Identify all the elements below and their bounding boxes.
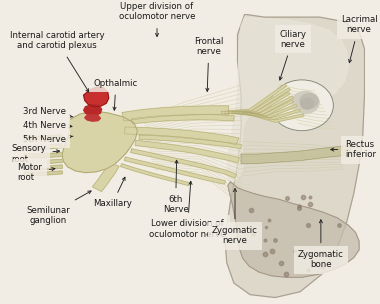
Text: Semilunar
ganglion: Semilunar ganglion: [26, 191, 91, 225]
Polygon shape: [25, 153, 62, 158]
Text: 5th Nerve: 5th Nerve: [23, 135, 73, 143]
Polygon shape: [124, 157, 226, 184]
Circle shape: [300, 94, 318, 108]
Circle shape: [271, 80, 333, 131]
Circle shape: [301, 99, 314, 109]
Polygon shape: [221, 84, 287, 114]
Polygon shape: [228, 92, 290, 114]
Text: Internal carotid artery
and carotid plexus: Internal carotid artery and carotid plex…: [10, 31, 104, 92]
Polygon shape: [25, 171, 62, 175]
Polygon shape: [92, 163, 119, 192]
Text: Maxillary: Maxillary: [93, 177, 132, 208]
Polygon shape: [227, 17, 348, 182]
Text: Zygomatic
bone: Zygomatic bone: [298, 220, 344, 269]
Text: Opthalmic: Opthalmic: [94, 79, 138, 110]
Polygon shape: [120, 164, 190, 185]
Polygon shape: [236, 100, 294, 116]
Text: 6th
Nerve: 6th Nerve: [163, 160, 188, 214]
Polygon shape: [85, 115, 100, 121]
Polygon shape: [131, 149, 237, 178]
Polygon shape: [131, 115, 234, 124]
Text: Motor
root: Motor root: [17, 163, 55, 182]
Polygon shape: [122, 106, 228, 121]
Circle shape: [292, 92, 319, 113]
Polygon shape: [25, 159, 62, 164]
Polygon shape: [232, 96, 294, 115]
Polygon shape: [84, 87, 109, 107]
Text: Sensory
root: Sensory root: [11, 144, 60, 164]
Text: Zygomatic
nerve: Zygomatic nerve: [212, 188, 258, 245]
Polygon shape: [241, 146, 351, 163]
Polygon shape: [25, 165, 62, 170]
Polygon shape: [139, 135, 242, 149]
Text: Lacrimal
nerve: Lacrimal nerve: [341, 15, 377, 63]
Polygon shape: [62, 111, 137, 173]
Polygon shape: [246, 112, 304, 122]
Polygon shape: [242, 109, 301, 120]
Polygon shape: [228, 182, 359, 277]
Text: Rectus
inferior: Rectus inferior: [331, 140, 376, 159]
Polygon shape: [239, 104, 297, 118]
Text: Upper division of
oculomotor nerve: Upper division of oculomotor nerve: [119, 2, 195, 36]
Polygon shape: [135, 140, 239, 163]
Polygon shape: [225, 88, 290, 114]
Polygon shape: [125, 127, 239, 145]
Polygon shape: [225, 14, 364, 298]
Text: Lower division of
oculomotor nerve: Lower division of oculomotor nerve: [149, 181, 226, 239]
Polygon shape: [84, 105, 101, 116]
Text: Ciliary
nerve: Ciliary nerve: [279, 29, 306, 80]
Text: Frontal
nerve: Frontal nerve: [194, 37, 223, 92]
Text: 3rd Nerve: 3rd Nerve: [23, 107, 73, 118]
Text: 4th Nerve: 4th Nerve: [23, 121, 72, 130]
Polygon shape: [25, 135, 62, 141]
Polygon shape: [25, 144, 62, 149]
